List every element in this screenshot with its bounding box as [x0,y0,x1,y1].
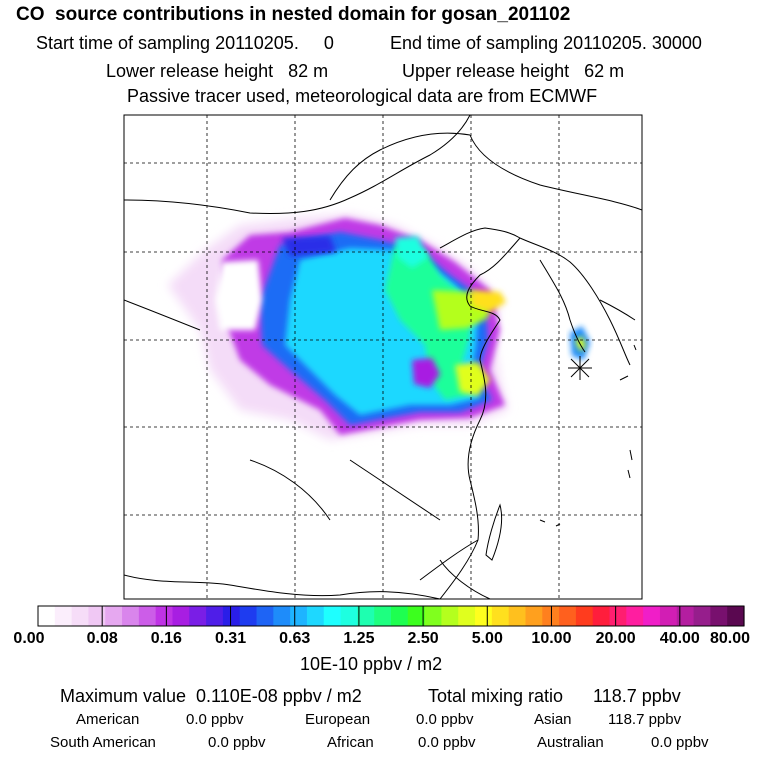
source-asian-label: Asian [534,711,572,728]
asterisk-icon [568,356,592,380]
colorbar-tick-label: 10.00 [531,630,572,647]
colorbar-cell [239,606,258,626]
colorbar-cell [525,606,543,626]
colorbar-cell [206,606,224,626]
source-african-value: 0.0 ppbv [418,734,476,751]
colorbar-cell [138,606,157,626]
source-south-american-value: 0.0 ppbv [208,734,266,751]
colorbar-tick-label: 0.63 [279,630,311,647]
upper-release-label: Upper release height 62 m [402,61,625,81]
source-american-label: American [76,711,140,728]
source-australian-label: Australian [537,734,604,751]
lower-release-label: Lower release height 82 m [106,61,329,81]
colorbar-cell [323,606,342,626]
plume-hole-west [215,260,262,330]
colorbar-tick-label: 0.00 [13,630,45,647]
source-asian-value: 118.7 ppbv [608,711,682,728]
colorbar-cell [609,606,627,626]
max-value-label: Maximum value 0.110E-08 ppbv / m2 [60,686,362,706]
colorbar-cell [122,606,140,626]
colorbar-cell [441,606,459,626]
map-frame [123,114,643,600]
total-mixing-label: Total mixing ratio 118.7 ppbv [428,686,681,706]
source-african-label: African [327,734,374,751]
colorbar [37,605,745,627]
colorbar-cell [374,606,392,626]
colorbar-cell [710,606,728,626]
colorbar-cell [659,606,678,626]
colorbar-cell [306,606,325,626]
colorbar-cell [189,606,207,626]
colorbar-cell [592,606,611,626]
plume-yellow [470,290,506,312]
colorbar-tick-label: 2.50 [407,630,439,647]
source-european-value: 0.0 ppbv [416,711,474,728]
tracer-note: Passive tracer used, meteorological data… [127,86,598,106]
colorbar-tick-label: 0.31 [214,630,247,647]
colorbar-cell [54,606,73,626]
source-american-value: 0.0 ppbv [186,711,244,728]
colorbar-cell [508,606,527,626]
colorbar-cell [559,606,577,626]
plume-yellow-2 [455,362,490,396]
plume-hole-blue [282,236,336,256]
colorbar-cell [273,606,291,626]
colorbar-tick-label: 5.00 [471,630,503,647]
colorbar-cell [357,606,375,626]
colorbar-tick-label: 80.00 [709,630,751,647]
colorbar-cell [643,606,661,626]
source-south-american-label: South American [50,734,156,751]
colorbar-cell [407,606,426,626]
colorbar-cell [727,606,745,626]
plume-hole-violet [412,358,440,388]
graticule [124,115,642,599]
colorbar-tick-label: 0.16 [150,630,182,647]
source-australian-value: 0.0 ppbv [651,734,709,751]
coastlines [124,115,642,599]
colorbar-cell [222,606,241,626]
colorbar-frame [37,605,745,627]
colorbar-tick-label: 40.00 [659,630,700,647]
colorbar-cell [290,606,308,626]
colorbar-tick-label: 20.00 [595,630,636,647]
colorbar-cell [475,606,493,626]
colorbar-cell [155,606,174,626]
colorbar-cell [693,606,711,626]
colorbar-cell [256,606,274,626]
colorbar-tick-label: 0.08 [86,630,118,647]
colorbar-cell [575,606,594,626]
colorbar-cell [172,606,190,626]
map-title: CO source contributions in nested domain… [16,4,571,25]
colorbar-tick-label: 1.25 [343,630,375,647]
colorbar-cell [38,606,56,626]
colorbar-cell [626,606,644,626]
colorbar-cell [105,606,123,626]
colorbar-cell [491,606,510,626]
colorbar-cell [391,606,409,626]
plume-field [124,115,642,599]
plume-cyan-north [395,236,428,268]
end-time-label: End time of sampling 20110205. 30000 [390,33,702,53]
colorbar-cell [458,606,476,626]
colorbar-cell [424,606,443,626]
source-european-label: European [305,711,371,728]
colorbar-units: 10E-10 ppbv / m2 [300,654,443,674]
colorbar-cell [71,606,90,626]
plume-green [385,245,470,400]
start-time-label: Start time of sampling 20110205. 0 [36,33,334,53]
colorbar-cell [676,606,695,626]
colorbar-cell [340,606,358,626]
colorbar-cell [88,606,106,626]
